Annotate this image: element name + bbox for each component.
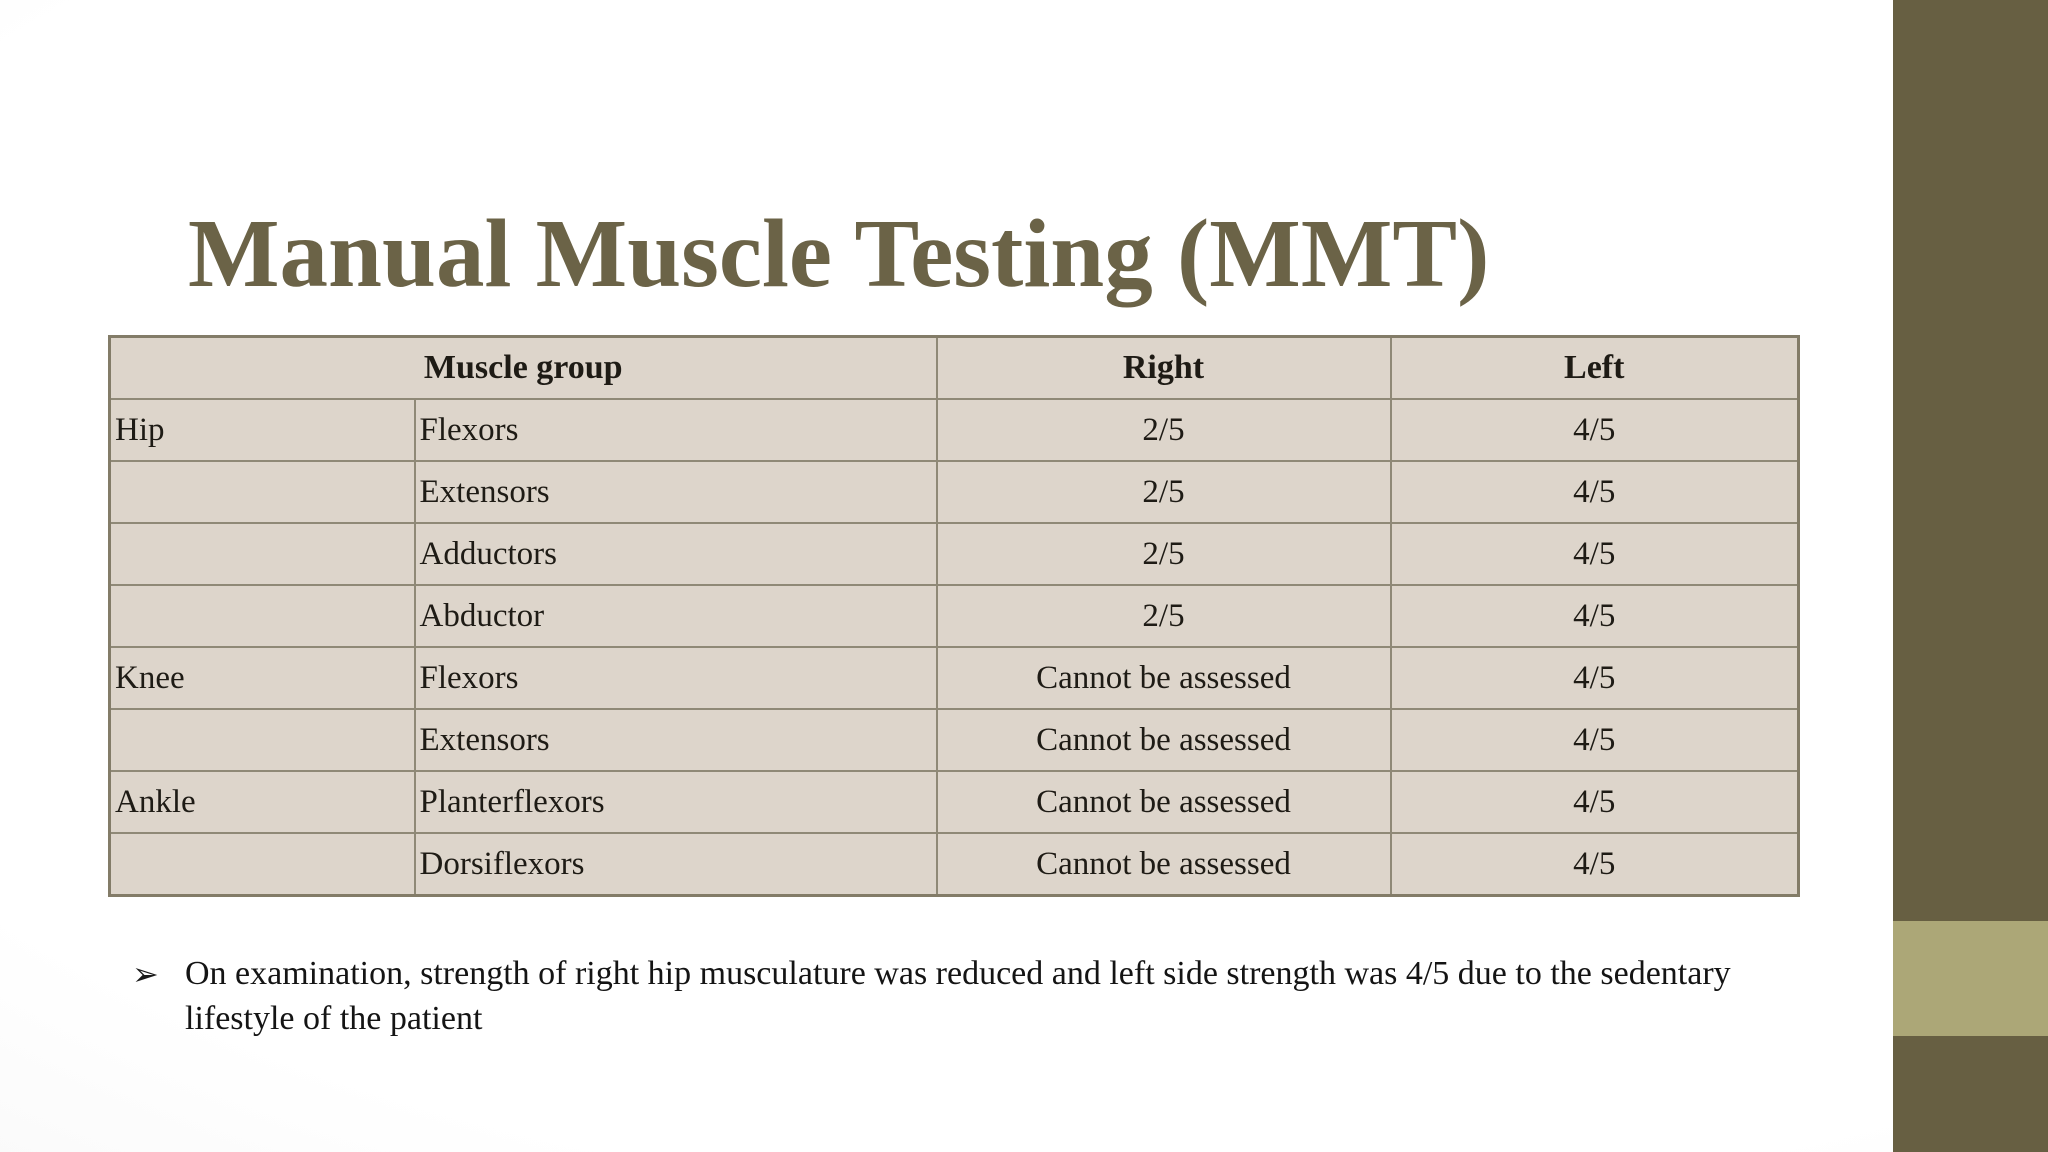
examination-note-text: On examination, strength of right hip mu… [185,955,1731,1037]
region-cell [108,832,416,897]
region-cell [108,708,416,772]
table-row: Dorsiflexors Cannot be assessed 4/5 [108,832,1800,897]
mmt-table: Muscle group Right Left Hip Flexors 2/5 … [108,335,1800,897]
muscle-cell: Adductors [413,522,938,586]
left-value-cell: 4/5 [1389,770,1800,834]
examination-note: ➢ On examination, strength of right hip … [132,952,1812,1042]
left-value-cell: 4/5 [1389,708,1800,772]
right-value-cell: Cannot be assessed [935,708,1392,772]
right-value-cell: 2/5 [935,398,1392,462]
region-cell [108,460,416,524]
region-cell [108,522,416,586]
right-accent-stripe [1893,0,2048,1152]
right-value-cell: Cannot be assessed [935,770,1392,834]
left-value-cell: 4/5 [1389,646,1800,710]
table-row: Extensors Cannot be assessed 4/5 [108,708,1800,772]
muscle-cell: Extensors [413,708,938,772]
left-value-cell: 4/5 [1389,398,1800,462]
table-row: Ankle Planterflexors Cannot be assessed … [108,770,1800,834]
left-value-cell: 4/5 [1389,460,1800,524]
left-value-cell: 4/5 [1389,832,1800,897]
table-row: Knee Flexors Cannot be assessed 4/5 [108,646,1800,710]
header-left: Left [1389,335,1800,400]
muscle-cell: Flexors [413,646,938,710]
right-value-cell: Cannot be assessed [935,832,1392,897]
table-row: Extensors 2/5 4/5 [108,460,1800,524]
right-value-cell: 2/5 [935,522,1392,586]
region-cell: Knee [108,646,416,710]
region-cell: Ankle [108,770,416,834]
header-muscle-group: Muscle group [108,335,938,400]
table-row: Abductor 2/5 4/5 [108,584,1800,648]
right-value-cell: 2/5 [935,584,1392,648]
arrowhead-bullet-icon: ➢ [132,956,159,992]
right-value-cell: 2/5 [935,460,1392,524]
accent-stripe-light-band [1893,921,2048,1036]
table-row: Adductors 2/5 4/5 [108,522,1800,586]
mmt-table-header: Muscle group Right Left [108,335,1800,400]
header-row: Muscle group Right Left [108,335,1800,400]
muscle-cell: Dorsiflexors [413,832,938,897]
left-value-cell: 4/5 [1389,584,1800,648]
region-cell: Hip [108,398,416,462]
muscle-cell: Abductor [413,584,938,648]
muscle-cell: Flexors [413,398,938,462]
muscle-cell: Planterflexors [413,770,938,834]
mmt-table-body: Hip Flexors 2/5 4/5 Extensors 2/5 4/5 Ad… [108,398,1800,897]
header-right: Right [935,335,1392,400]
region-cell [108,584,416,648]
left-value-cell: 4/5 [1389,522,1800,586]
muscle-cell: Extensors [413,460,938,524]
right-value-cell: Cannot be assessed [935,646,1392,710]
slide-title: Manual Muscle Testing (MMT) [188,199,1490,307]
table-row: Hip Flexors 2/5 4/5 [108,398,1800,462]
